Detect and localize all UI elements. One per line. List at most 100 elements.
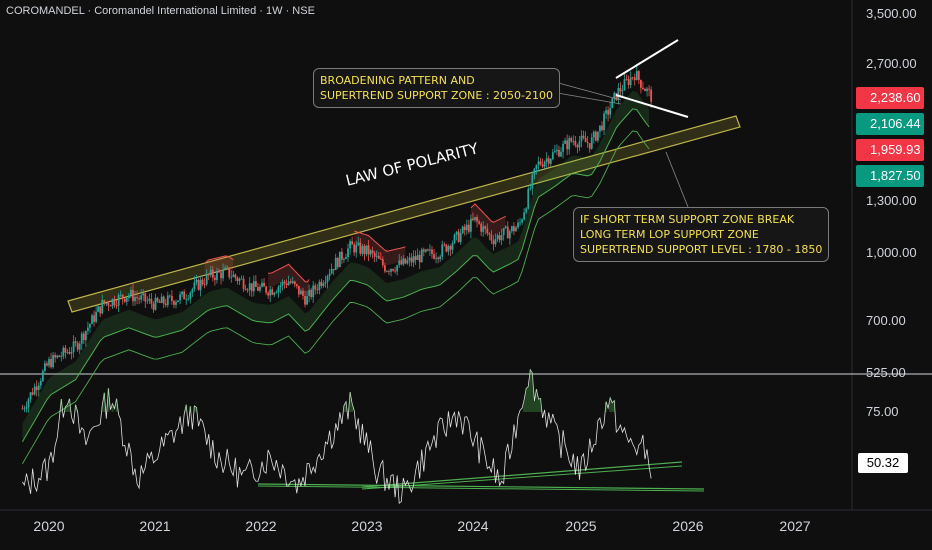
candle-body (613, 92, 616, 99)
candle-body (277, 287, 280, 293)
candle-body (328, 273, 331, 277)
candle-body (568, 138, 571, 150)
candle-body (523, 212, 526, 220)
candle-body (543, 161, 546, 167)
support-break-annotation[interactable]: IF SHORT TERM SUPPORT ZONE BREAK LONG TE… (573, 207, 830, 262)
candle-body (508, 231, 511, 239)
candle-body (58, 355, 61, 358)
chart-title: COROMANDEL · Coromandel International Li… (6, 5, 315, 17)
candle-body (603, 113, 605, 131)
candle-body (148, 298, 151, 301)
candle-body (492, 240, 495, 245)
candle-body (84, 330, 87, 341)
candle-body (248, 283, 251, 290)
candle-body (343, 259, 345, 260)
candle-body (623, 79, 626, 91)
candle-body (506, 226, 509, 239)
candle-body (236, 277, 239, 282)
candle-body (234, 274, 237, 278)
candle-body (635, 71, 638, 81)
candle-body (209, 269, 212, 276)
candle-body (107, 303, 110, 306)
candle-body (373, 252, 376, 257)
candle-body (521, 219, 524, 223)
candle-body (336, 257, 339, 268)
candle-body (472, 218, 474, 221)
candlestick-series (21, 65, 653, 413)
candle-body (164, 303, 167, 306)
candle-body (326, 276, 329, 283)
candle-body (191, 289, 194, 293)
candle-body (144, 293, 147, 302)
price-tag-last: 2,238.60 (856, 87, 924, 109)
supertrend-resistance-line (268, 263, 310, 283)
broadening-annotation[interactable]: BROADENING PATTERN AND SUPERTREND SUPPOR… (313, 68, 561, 108)
candle-body (646, 88, 648, 92)
supertrend-long-line (22, 130, 650, 465)
candle-body (650, 89, 653, 102)
time-tick-2027: 2027 (779, 518, 811, 534)
candle-body (195, 280, 198, 283)
rsi-series (22, 368, 652, 504)
candle-body (377, 256, 380, 259)
candle-body (318, 281, 321, 291)
candle-body (629, 77, 632, 86)
candle-body (207, 274, 210, 276)
candle-body (250, 283, 253, 292)
candle-body (529, 188, 532, 190)
candle-body (644, 89, 646, 92)
price-tick-700: 700.00 (866, 313, 906, 328)
candle-body (398, 260, 401, 266)
candle-body (189, 292, 192, 299)
candle-body (46, 363, 48, 366)
candle-body (140, 295, 143, 300)
candle-body (162, 296, 165, 304)
supertrend-resistance-fill (204, 256, 234, 278)
candle-body (541, 164, 544, 167)
candle-body (386, 271, 388, 273)
candle-body (353, 244, 356, 253)
candle-body (562, 143, 564, 152)
candle-body (584, 137, 587, 143)
candle-body (156, 297, 159, 302)
candle-body (37, 385, 40, 390)
candle-body (259, 286, 261, 291)
supertrend-resistance-line (470, 203, 506, 223)
candle-body (154, 297, 157, 310)
candle-body (121, 294, 124, 299)
candle-body (527, 188, 530, 209)
candle-body (416, 254, 419, 260)
candle-body (599, 125, 601, 132)
candle-body (351, 241, 354, 245)
candle-body (578, 141, 581, 148)
candle-body (463, 226, 466, 231)
rsi-rising-trendline (361, 461, 683, 488)
candle-body (576, 145, 579, 148)
candle-body (50, 359, 52, 368)
candle-body (443, 244, 446, 246)
candle-body (480, 223, 483, 232)
candle-body (441, 244, 444, 257)
candle-body (437, 257, 440, 260)
price-tick-3500: 3,500.00 (866, 6, 917, 21)
rsi-support-line-1 (257, 483, 705, 490)
candle-body (504, 226, 507, 229)
candle-body (402, 258, 405, 265)
candle-body (95, 311, 98, 322)
candle-body (115, 305, 118, 306)
candle-body (183, 291, 186, 300)
candle-body (54, 355, 57, 358)
candle-body (82, 333, 85, 341)
support-callout-leader (665, 151, 691, 213)
candle-body (322, 283, 325, 287)
candle-body (29, 392, 32, 400)
candle-body (281, 281, 284, 286)
candle-body (25, 407, 28, 409)
candle-body (582, 135, 585, 138)
candle-body (381, 259, 384, 266)
candle-body (453, 234, 456, 244)
price-tick-2700: 2,700.00 (866, 56, 917, 71)
candle-body (39, 380, 42, 386)
candle-body (60, 356, 63, 358)
